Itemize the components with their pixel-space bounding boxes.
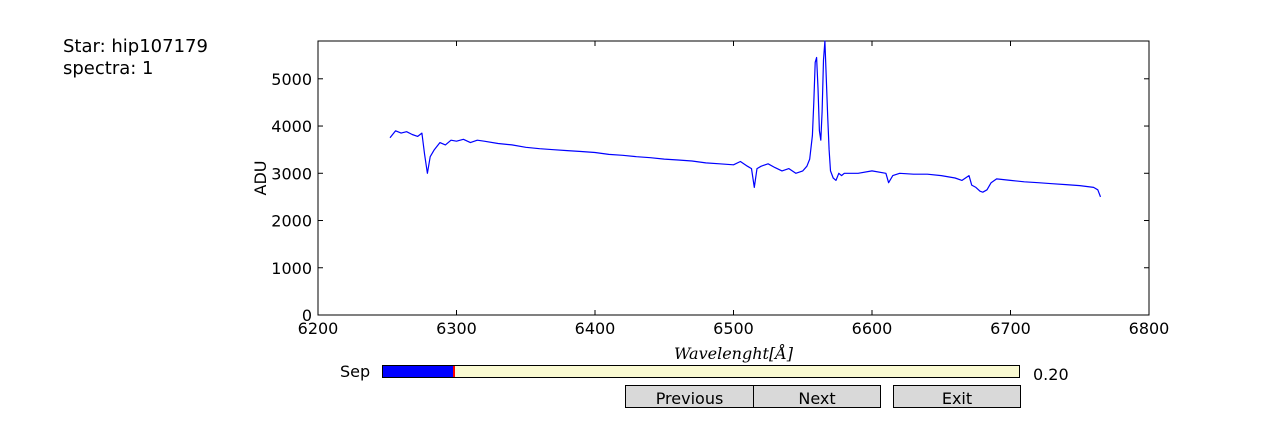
- y-axis-label: ADU: [251, 161, 270, 196]
- plot-frame: [317, 40, 1150, 316]
- y-tick-label: 0: [302, 306, 312, 325]
- sep-slider-fill: [383, 366, 455, 377]
- sep-slider-value: 0.20: [1033, 365, 1069, 384]
- previous-button[interactable]: Previous: [625, 385, 754, 408]
- x-tick-label: 6700: [990, 319, 1031, 338]
- spectra-number: spectra: 1: [63, 58, 154, 79]
- sep-slider-label: Sep: [340, 362, 371, 381]
- x-tick-label: 6800: [1129, 319, 1170, 338]
- y-tick-label: 2000: [271, 212, 312, 231]
- x-tick-label: 6600: [852, 319, 893, 338]
- next-button[interactable]: Next: [753, 385, 881, 408]
- x-tick-label: 6200: [298, 319, 339, 338]
- x-tick-label: 6400: [575, 319, 616, 338]
- y-tick-label: 3000: [271, 164, 312, 183]
- spectrum-line-0: [389, 40, 1102, 198]
- x-tick-label: 6500: [713, 319, 754, 338]
- y-tick-label: 5000: [271, 70, 312, 89]
- y-tick-label: 1000: [271, 259, 312, 278]
- sep-slider[interactable]: [382, 365, 1020, 378]
- sep-slider-handle[interactable]: [453, 366, 456, 377]
- star-info: Star: hip107179 spectra: 1: [63, 36, 208, 80]
- star-name: Star: hip107179: [63, 36, 208, 57]
- y-tick-label: 4000: [271, 117, 312, 136]
- x-tick-label: 6300: [436, 319, 477, 338]
- x-axis-label: Wavelenght[Å]: [674, 343, 794, 363]
- exit-button[interactable]: Exit: [893, 385, 1021, 408]
